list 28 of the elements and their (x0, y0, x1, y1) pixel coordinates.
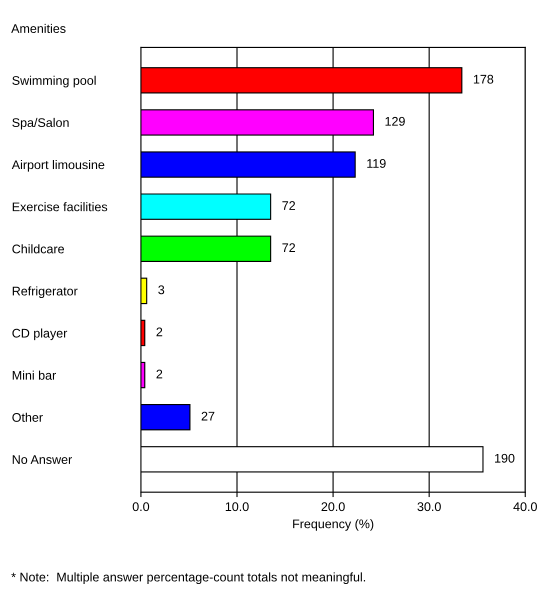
annotation: 27 (202, 412, 214, 420)
annotation: 178 (474, 74, 494, 84)
y-axis-title: Amenities (11, 24, 66, 34)
x-tick-label: 10.0 (226, 502, 249, 512)
x-tick-label: 30.0 (417, 502, 441, 512)
x-axis-title: Frequency (%) (293, 519, 374, 531)
annotation: 190 (495, 454, 514, 463)
x-tick-label: 0.0 (132, 502, 150, 512)
y-tick-label: Other (12, 412, 43, 422)
y-tick-label: No Answer (12, 455, 72, 464)
annotation: 2 (156, 327, 162, 336)
x-tick-label: 20.0 (322, 502, 345, 512)
text: * Note: Multiple answer percentage-count totals not meaningful. (11, 572, 366, 584)
y-tick-label: Swimming pool (12, 76, 96, 88)
annotation: 129 (386, 116, 405, 126)
annotation: 119 (367, 159, 386, 168)
y-tick-label: CD player (12, 328, 68, 340)
y-tick-label: Airport limousine (12, 160, 104, 172)
y-tick-label: Spa/Salon (12, 118, 69, 130)
annotation: 72 (282, 201, 296, 210)
y-tick-label: Refrigerator (12, 286, 78, 298)
annotation: 72 (282, 243, 296, 252)
x-tick-label: 40.0 (513, 502, 537, 512)
y-tick-label: Exercise facilities (12, 202, 108, 212)
annotation: 3 (158, 285, 164, 294)
y-tick-label: Mini bar (12, 370, 56, 380)
annotation: 2 (156, 370, 162, 378)
y-tick-label: Childcare (12, 244, 64, 254)
